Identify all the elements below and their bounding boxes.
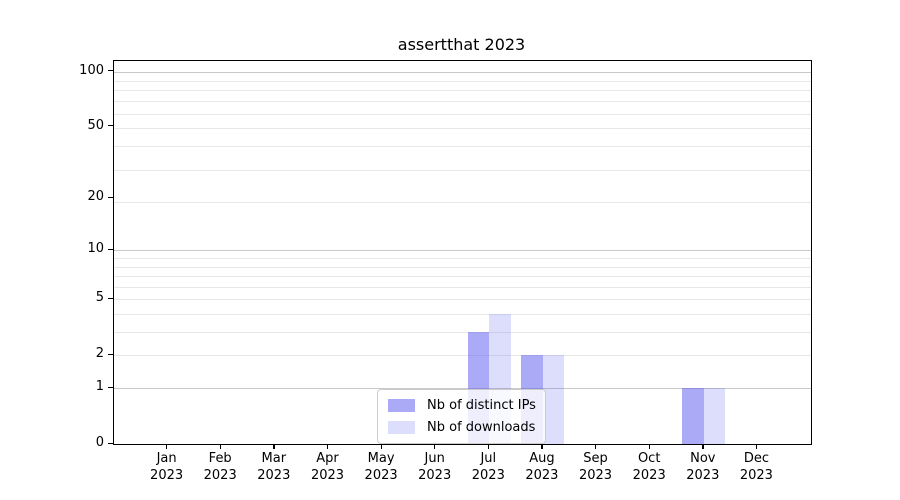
x-tick-mark [380, 444, 382, 449]
x-tick-label: Mar 2023 [257, 451, 291, 483]
y-tick-mark [108, 386, 113, 388]
legend-label: Nb of downloads [427, 420, 536, 435]
legend-label: Nb of distinct IPs [427, 398, 536, 413]
gridline-minor [114, 90, 811, 92]
gridline-minor [114, 355, 811, 357]
bar-distinct-ips [682, 388, 704, 444]
x-tick-label: Nov 2023 [686, 451, 720, 483]
x-tick-label: May 2023 [364, 451, 398, 483]
gridline-minor [114, 276, 811, 278]
x-tick-label: Sep 2023 [578, 451, 613, 483]
legend-item: Nb of distinct IPs [388, 398, 536, 413]
legend: Nb of distinct IPs Nb of downloads [377, 389, 546, 444]
x-tick-mark [219, 444, 221, 449]
x-tick-label: Jun 2023 [418, 451, 452, 483]
gridline-minor [114, 101, 811, 103]
y-tick-mark [108, 353, 113, 356]
y-tick-label: 10 [87, 241, 104, 257]
gridline-minor [114, 266, 811, 268]
x-tick-label: Jul 2023 [471, 451, 505, 483]
x-tick-label: Oct 2023 [632, 451, 666, 483]
y-tick-mark [108, 442, 113, 444]
y-tick-mark [108, 125, 113, 127]
y-tick-label: 2 [95, 346, 104, 362]
y-tick-label: 1 [95, 379, 104, 395]
x-tick-label: Apr 2023 [310, 451, 345, 483]
x-tick-mark [434, 444, 436, 449]
plot-area [113, 60, 812, 445]
gridline-minor [114, 80, 811, 82]
y-tick-mark [108, 248, 113, 251]
x-tick-mark [648, 444, 650, 449]
gridline-minor [114, 113, 811, 115]
x-tick-label: Dec 2023 [739, 451, 773, 483]
x-tick-label: Aug 2023 [525, 451, 559, 483]
gridline-major [114, 250, 811, 252]
x-tick-mark [273, 444, 275, 449]
gridline-major [114, 388, 811, 390]
gridline-minor [114, 146, 811, 148]
y-tick-label: 100 [79, 62, 104, 78]
x-tick-mark [755, 444, 758, 449]
x-tick-mark [541, 444, 543, 449]
gridline-minor [114, 314, 811, 316]
gridline-minor [114, 202, 811, 204]
gridline-minor [114, 258, 811, 260]
x-tick-mark [327, 444, 329, 449]
gridline-minor [114, 169, 811, 171]
gridline-minor [114, 128, 811, 130]
legend-item: Nb of downloads [388, 420, 536, 435]
y-tick-label: 0 [95, 435, 104, 450]
legend-swatch-distinct-ips [388, 399, 415, 412]
y-tick-mark [108, 196, 113, 199]
y-tick-label: 5 [95, 290, 104, 306]
x-tick-label: Feb 2023 [203, 451, 237, 483]
x-tick-mark [487, 444, 490, 449]
x-tick-mark [702, 444, 704, 449]
y-tick-mark [108, 297, 113, 300]
y-tick-mark [108, 70, 113, 72]
gridline-minor [114, 299, 811, 301]
y-tick-label: 20 [87, 189, 104, 205]
chart-title: assertthat 2023 [397, 35, 526, 54]
x-tick-mark [595, 444, 597, 449]
gridline-minor [114, 286, 811, 288]
bar-downloads [542, 355, 565, 444]
bar-downloads [703, 388, 726, 444]
x-tick-label: Jan 2023 [150, 451, 184, 483]
x-tick-mark [166, 444, 168, 449]
legend-swatch-downloads [388, 421, 415, 434]
gridline-major [114, 71, 811, 73]
y-tick-label: 50 [87, 117, 104, 133]
gridline-minor [114, 332, 811, 334]
